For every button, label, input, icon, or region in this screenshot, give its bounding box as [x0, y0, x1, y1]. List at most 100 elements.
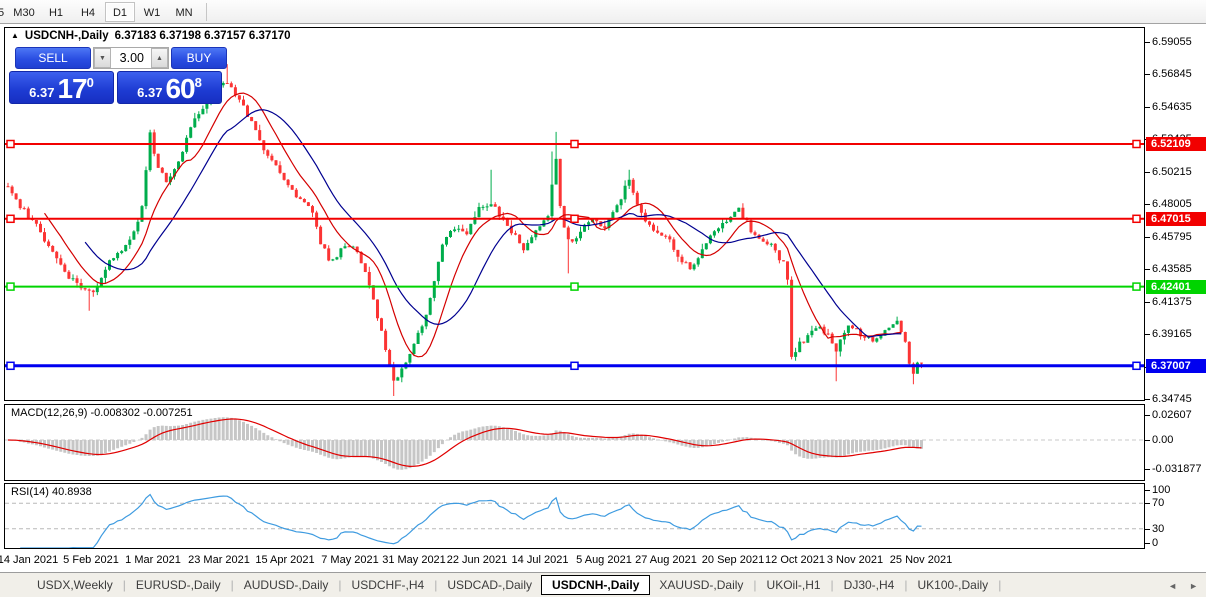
date-label: 14 Jan 2021	[0, 554, 59, 566]
hline-6.47015-handle-center[interactable]	[570, 214, 579, 224]
chart-tab-usdcnh-daily[interactable]: USDCNH-,Daily	[541, 575, 651, 595]
macd-signal-line	[7, 418, 922, 468]
chart-tab-audusd-daily[interactable]: AUDUSD-,Daily	[243, 578, 329, 592]
sell-price-base: 6.37	[29, 85, 55, 100]
macd-tick: 0.02607	[1152, 409, 1192, 421]
hline-6.52109-handle-left[interactable]	[6, 139, 15, 149]
buy-button[interactable]: BUY	[171, 47, 227, 69]
hline-6.42401-handle-left[interactable]	[6, 282, 15, 291]
sell-price-pip: 0	[86, 75, 94, 90]
chart-tab-xauusd-daily[interactable]: XAUUSD-,Daily	[659, 578, 744, 592]
macd-tick: 0.00	[1152, 434, 1174, 446]
macd-tick-mark	[1145, 469, 1150, 470]
hline-6.52109-handle-right[interactable]	[1132, 139, 1141, 149]
tab-separator: |	[753, 578, 757, 592]
hline-6.37007-handle-right[interactable]	[1132, 361, 1141, 371]
price-tag-6.42401: 6.42401	[1146, 280, 1206, 294]
timeframe-button-mn[interactable]: MN	[175, 6, 193, 19]
tab-separator: |	[338, 578, 342, 592]
buy-price-display[interactable]: 6.37 60 8	[117, 71, 222, 104]
hline-6.37007-handle-center[interactable]	[570, 361, 579, 371]
rsi-canvas	[5, 493, 1144, 548]
hline-6.47015-handle-left[interactable]	[6, 214, 15, 224]
price-tag-6.47015: 6.47015	[1146, 212, 1206, 226]
price-tick-mark	[1145, 237, 1150, 238]
price-tick: 6.48005	[1152, 198, 1192, 210]
hline-6.42401-handle-right[interactable]	[1132, 282, 1141, 291]
price-tick-mark	[1145, 399, 1150, 400]
macd-tick-mark	[1145, 415, 1150, 416]
sell-price-main: 17	[57, 73, 87, 104]
rsi-panel: RSI(14) 40.8938	[4, 483, 1145, 549]
price-tick: 6.54635	[1152, 101, 1192, 113]
hline-6.42401-handle-center[interactable]	[570, 282, 579, 291]
macd-canvas	[5, 417, 1144, 470]
chart-tab-ukoil-h1[interactable]: UKOil-,H1	[766, 578, 821, 592]
volume-input[interactable]: 3.00	[119, 51, 144, 65]
tab-scroll-left-button[interactable]: ◄	[1168, 580, 1178, 591]
tab-scroll-controls: ◄ ►	[1168, 573, 1198, 597]
rsi-tick-mark	[1145, 543, 1150, 544]
date-label: 31 May 2021	[382, 554, 446, 566]
price-tick: 6.43585	[1152, 263, 1192, 275]
buy-price-pip: 8	[194, 75, 202, 90]
rsi-tick-mark	[1145, 490, 1150, 491]
macd-tick-mark	[1145, 440, 1150, 441]
timeframe-button-h1[interactable]: H1	[48, 6, 64, 19]
tab-scroll-right-button[interactable]: ►	[1189, 580, 1198, 591]
hline-6.52109-handle-center[interactable]	[570, 139, 579, 149]
chart-title-bar: ▲ USDCNH-,Daily 6.37183 6.37198 6.37157 …	[11, 30, 291, 42]
date-label: 25 Nov 2021	[889, 554, 953, 566]
timeframe-button-5[interactable]: 5	[0, 2, 7, 22]
timeframe-button-d1[interactable]: D1	[105, 1, 135, 22]
rsi-tick: 100	[1152, 484, 1171, 496]
date-label: 20 Sep 2021	[701, 554, 765, 566]
sell-price-display[interactable]: 6.37 17 0	[9, 71, 114, 104]
candles-down-bodies	[6, 83, 923, 381]
price-tick-mark	[1145, 334, 1150, 335]
price-tick: 6.59055	[1152, 36, 1192, 48]
chart-tab-eurusd-daily[interactable]: EURUSD-,Daily	[135, 578, 221, 592]
date-label: 15 Apr 2021	[255, 554, 315, 566]
chart-tab-usdx-weekly[interactable]: USDX,Weekly	[37, 578, 113, 592]
volume-increase-button[interactable]: ▲	[151, 48, 168, 68]
buy-price-main: 60	[165, 73, 195, 104]
price-tick: 6.34745	[1152, 393, 1192, 405]
tab-separator: |	[122, 578, 126, 592]
timeframe-group: 5 M30 H1 H4 D1 W1 MN	[0, 1, 200, 22]
hline-6.37007-handle-left[interactable]	[6, 361, 15, 371]
macd-label: MACD(12,26,9) -0.008302 -0.007251	[11, 407, 193, 419]
chart-tab-dj30-h4[interactable]: DJ30-,H4	[843, 578, 895, 592]
tab-separator: |	[830, 578, 834, 592]
timeframe-button-m30[interactable]: M30	[13, 6, 35, 19]
timeframe-button-h4[interactable]: H4	[80, 6, 96, 19]
price-tick: 6.50215	[1152, 166, 1192, 178]
chart-tab-uk100-daily[interactable]: UK100-,Daily	[917, 578, 989, 592]
price-tick-mark	[1145, 107, 1150, 108]
chart-tab-usdcad-daily[interactable]: USDCAD-,Daily	[447, 578, 533, 592]
rsi-tick-mark	[1145, 503, 1150, 504]
timeframe-button-w1[interactable]: W1	[143, 6, 161, 19]
price-tick: 6.56845	[1152, 68, 1192, 80]
hline-6.47015-handle-right[interactable]	[1132, 214, 1141, 224]
tab-separator: |	[230, 578, 234, 592]
price-tick-mark	[1145, 74, 1150, 75]
sell-button[interactable]: SELL	[15, 47, 91, 69]
date-label: 22 Jun 2021	[446, 554, 508, 566]
rsi-tick: 0	[1152, 537, 1159, 549]
price-tick-mark	[1145, 302, 1150, 303]
chart-tab-bar: USDX,Weekly | EURUSD-,Daily | AUDUSD-,Daily |…	[0, 572, 1206, 597]
price-tag-6.52109: 6.52109	[1146, 137, 1206, 151]
main-chart-panel: ▲ USDCNH-,Daily 6.37183 6.37198 6.37157 …	[4, 27, 1145, 401]
one-click-collapse-icon[interactable]: ▲	[11, 30, 19, 40]
volume-decrease-button[interactable]: ▼	[94, 48, 111, 68]
ma-slow-line	[84, 109, 902, 338]
date-label: 3 Nov 2021	[826, 554, 884, 566]
price-tick: 6.45795	[1152, 231, 1192, 243]
ma-fast-line	[44, 92, 902, 358]
date-label: 12 Oct 2021	[765, 554, 825, 566]
timeframe-toolbar: 5 M30 H1 H4 D1 W1 MN	[0, 0, 1206, 24]
chart-tab-usdchf-h4[interactable]: USDCHF-,H4	[351, 578, 425, 592]
rsi-label: RSI(14) 40.8938	[11, 486, 92, 498]
date-label: 23 Mar 2021	[188, 554, 250, 566]
